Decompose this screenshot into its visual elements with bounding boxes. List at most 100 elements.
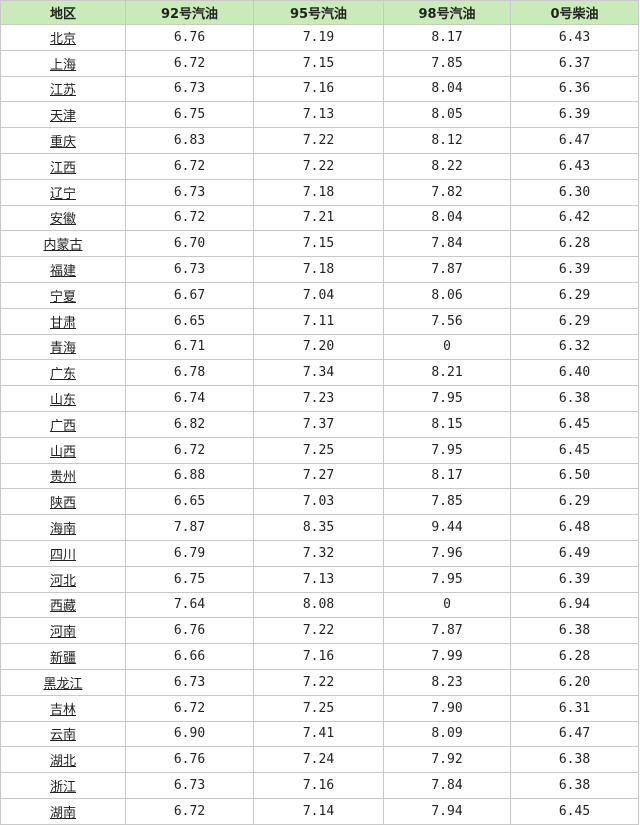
region-link[interactable]: 云南 — [49, 728, 76, 744]
region-link[interactable]: 河北 — [49, 573, 76, 589]
price-cell: 6.47 — [510, 720, 639, 748]
region-link[interactable]: 海南 — [49, 522, 76, 538]
price-cell: 6.47 — [510, 127, 639, 154]
price-cell: 7.16 — [253, 772, 384, 799]
region-link[interactable]: 山东 — [49, 393, 76, 409]
price-cell: 6.73 — [125, 772, 254, 799]
region-link[interactable]: 甘肃 — [49, 315, 76, 331]
price-cell: 8.21 — [383, 359, 511, 387]
region-cell: 湖北 — [0, 746, 126, 774]
region-link[interactable]: 黑龙江 — [43, 676, 83, 692]
price-cell: 7.87 — [125, 514, 254, 541]
price-cell: 8.04 — [383, 204, 511, 232]
table-row: 西藏 7.64 8.08 0 6.94 — [0, 591, 639, 619]
price-cell: 6.28 — [510, 643, 639, 670]
region-cell: 江苏 — [0, 75, 126, 103]
region-link[interactable]: 广西 — [49, 418, 76, 434]
region-link[interactable]: 内蒙古 — [43, 238, 83, 254]
region-link[interactable]: 广东 — [49, 367, 76, 383]
region-cell: 山西 — [0, 436, 126, 464]
price-cell: 7.22 — [253, 152, 384, 180]
price-cell: 6.82 — [125, 410, 254, 438]
table-row: 湖北 6.76 7.24 7.92 6.38 — [0, 746, 639, 774]
region-cell: 宁夏 — [0, 281, 126, 309]
region-cell: 天津 — [0, 101, 126, 129]
price-cell: 6.90 — [125, 720, 254, 748]
region-link[interactable]: 陕西 — [49, 496, 76, 512]
region-link[interactable]: 江苏 — [49, 83, 76, 99]
price-cell: 6.66 — [125, 643, 254, 670]
price-cell: 7.84 — [383, 230, 511, 258]
price-cell: 7.25 — [253, 694, 384, 722]
price-cell: 6.48 — [510, 514, 639, 541]
table-row: 黑龙江 6.73 7.22 8.23 6.20 — [0, 668, 639, 696]
price-cell: 8.23 — [383, 668, 511, 696]
region-cell: 吉林 — [0, 694, 126, 722]
price-cell: 7.25 — [253, 436, 384, 464]
header-cell: 98号汽油 — [383, 0, 511, 25]
price-cell: 7.41 — [253, 720, 384, 748]
region-link[interactable]: 西藏 — [49, 599, 76, 615]
region-cell: 陕西 — [0, 488, 126, 516]
price-cell: 6.88 — [125, 462, 254, 490]
header-cell: 0号柴油 — [510, 0, 639, 25]
region-link[interactable]: 吉林 — [49, 702, 76, 718]
price-cell: 6.76 — [125, 617, 254, 645]
region-link[interactable]: 安徽 — [49, 212, 76, 228]
table-row: 陕西 6.65 7.03 7.85 6.29 — [0, 488, 639, 516]
price-cell: 7.13 — [253, 565, 384, 593]
header-cell: 95号汽油 — [253, 0, 384, 25]
region-link[interactable]: 湖北 — [49, 754, 76, 770]
region-link[interactable]: 宁夏 — [49, 289, 76, 305]
region-cell: 辽宁 — [0, 178, 126, 206]
region-link[interactable]: 上海 — [49, 57, 76, 73]
region-link[interactable]: 重庆 — [49, 135, 76, 151]
price-cell: 7.03 — [253, 488, 384, 516]
price-cell: 7.27 — [253, 462, 384, 490]
region-cell: 湖南 — [0, 797, 126, 825]
table-row: 广东 6.78 7.34 8.21 6.40 — [0, 359, 639, 387]
region-link[interactable]: 江西 — [49, 160, 76, 176]
table-row: 河南 6.76 7.22 7.87 6.38 — [0, 617, 639, 645]
region-link[interactable]: 新疆 — [49, 651, 76, 667]
price-cell: 8.22 — [383, 152, 511, 180]
region-cell: 上海 — [0, 49, 126, 77]
region-cell: 云南 — [0, 720, 126, 748]
price-cell: 7.99 — [383, 643, 511, 670]
price-cell: 8.06 — [383, 281, 511, 309]
price-cell: 6.78 — [125, 359, 254, 387]
table-row: 湖南 6.72 7.14 7.94 6.45 — [0, 797, 639, 825]
price-cell: 7.82 — [383, 178, 511, 206]
table-row: 辽宁 6.73 7.18 7.82 6.30 — [0, 178, 639, 206]
price-cell: 7.23 — [253, 385, 384, 412]
region-link[interactable]: 河南 — [49, 625, 76, 641]
region-link[interactable]: 贵州 — [49, 470, 76, 486]
region-link[interactable]: 浙江 — [49, 780, 76, 795]
region-cell: 西藏 — [0, 591, 126, 619]
region-link[interactable]: 福建 — [49, 264, 76, 280]
price-cell: 7.11 — [253, 307, 384, 335]
region-link[interactable]: 湖南 — [49, 805, 76, 821]
price-cell: 7.34 — [253, 359, 384, 387]
price-cell: 8.17 — [383, 462, 511, 490]
region-link[interactable]: 四川 — [49, 547, 76, 563]
table-row: 天津 6.75 7.13 8.05 6.39 — [0, 101, 639, 129]
price-cell: 7.19 — [253, 24, 384, 51]
price-cell: 6.72 — [125, 694, 254, 722]
region-cell: 海南 — [0, 514, 126, 541]
price-cell: 9.44 — [383, 514, 511, 541]
price-cell: 6.31 — [510, 694, 639, 722]
price-cell: 7.18 — [253, 256, 384, 283]
region-cell: 广东 — [0, 359, 126, 387]
region-cell: 广西 — [0, 410, 126, 438]
region-cell: 山东 — [0, 385, 126, 412]
region-cell: 贵州 — [0, 462, 126, 490]
region-link[interactable]: 天津 — [49, 109, 76, 125]
region-link[interactable]: 辽宁 — [49, 186, 76, 202]
table-row: 甘肃 6.65 7.11 7.56 6.29 — [0, 307, 639, 335]
region-link[interactable]: 山西 — [49, 444, 76, 460]
region-link[interactable]: 北京 — [49, 31, 76, 47]
price-cell: 7.16 — [253, 643, 384, 670]
region-link[interactable]: 青海 — [49, 341, 76, 357]
